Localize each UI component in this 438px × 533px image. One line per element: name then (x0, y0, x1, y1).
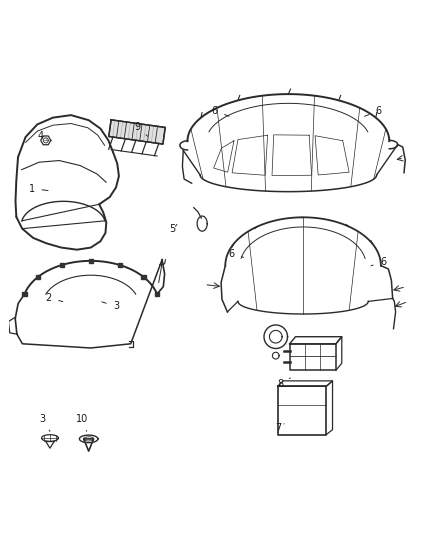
Text: 9: 9 (134, 122, 148, 136)
Bar (155, 292, 159, 296)
Text: 6: 6 (229, 249, 244, 259)
Bar (88, 259, 93, 263)
Text: 1: 1 (29, 184, 48, 193)
Text: 6: 6 (364, 106, 382, 116)
Bar (22, 292, 27, 296)
Bar (141, 275, 145, 279)
Text: 6: 6 (212, 106, 229, 116)
Text: 3: 3 (39, 414, 50, 431)
Bar (60, 263, 64, 267)
Text: 6: 6 (371, 257, 386, 267)
Text: 7: 7 (275, 423, 284, 433)
Text: 2: 2 (46, 293, 63, 303)
Text: 4: 4 (37, 131, 46, 141)
Bar (36, 275, 40, 279)
Text: 5: 5 (170, 224, 177, 235)
Text: 3: 3 (102, 302, 119, 311)
Polygon shape (109, 120, 165, 144)
Text: 10: 10 (76, 414, 88, 431)
Text: 8: 8 (277, 378, 290, 389)
Bar (118, 263, 122, 267)
